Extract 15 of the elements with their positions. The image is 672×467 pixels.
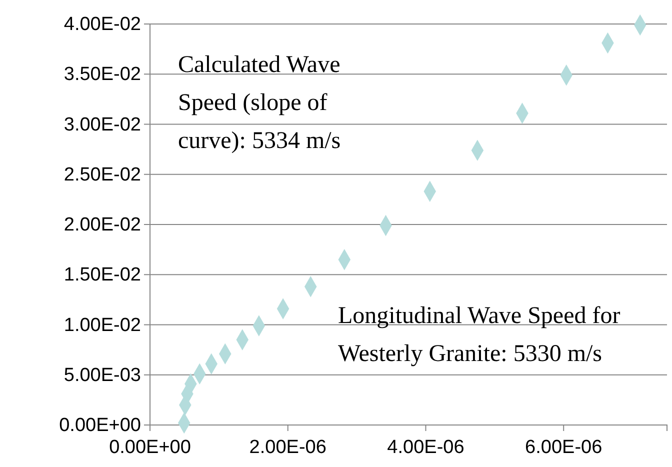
y-tick-label: 2.50E-02 bbox=[64, 164, 141, 186]
y-tick-label: 4.00E-02 bbox=[64, 14, 141, 36]
y-tick-label: 2.00E-02 bbox=[64, 214, 141, 236]
x-tick-label: 0.00E+00 bbox=[109, 437, 191, 458]
y-tick-label: 3.00E-02 bbox=[64, 114, 141, 136]
y-tick-label: 1.00E-02 bbox=[64, 314, 141, 336]
y-tick-label: 1.50E-02 bbox=[64, 264, 141, 286]
x-tick-label: 6.00E-06 bbox=[525, 437, 602, 458]
annotation: Calculated Wave Speed (slope of curve): 5334 m/s bbox=[178, 52, 341, 154]
y-tick-label: 3.50E-02 bbox=[64, 64, 141, 86]
y-tick-label: 5.00E-03 bbox=[64, 364, 141, 386]
y-tick-label: 0.00E+00 bbox=[59, 415, 141, 436]
annotation: Longitudinal Wave Speed for Westerly Granite: 5330 m/s bbox=[338, 303, 620, 367]
x-tick-label: 2.00E-06 bbox=[249, 437, 326, 458]
x-tick-label: 4.00E-06 bbox=[387, 437, 464, 458]
